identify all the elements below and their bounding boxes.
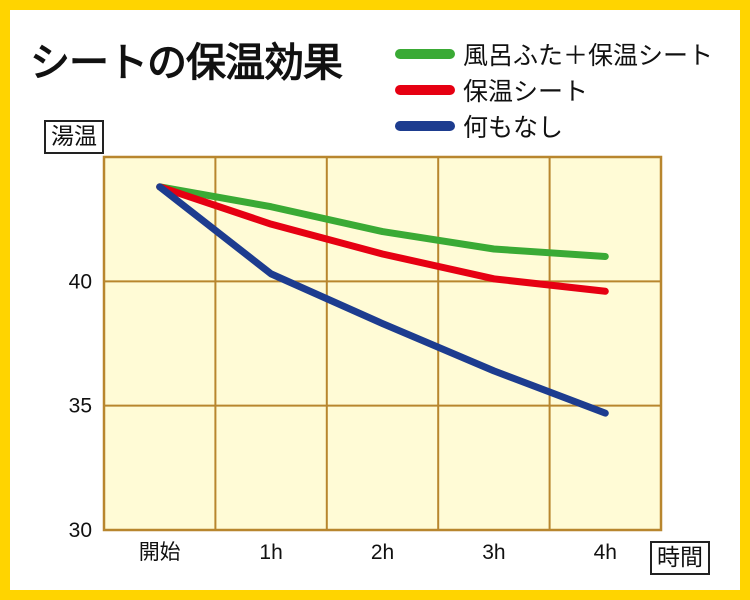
chart-title: シートの保温効果 bbox=[30, 40, 343, 86]
plot-border bbox=[102, 155, 663, 532]
legend-item-0: 風呂ふた＋保温シート bbox=[395, 36, 713, 72]
legend-swatch-0 bbox=[395, 49, 455, 59]
series-line-0 bbox=[156, 183, 609, 260]
chart-legend: 風呂ふた＋保温シート 保温シート 何もなし bbox=[395, 36, 713, 144]
legend-label-1: 保温シート bbox=[463, 77, 589, 106]
legend-item-2: 何もなし bbox=[395, 108, 713, 144]
series-lines bbox=[156, 183, 609, 417]
legend-label-0: 風呂ふた＋保温シート bbox=[463, 41, 714, 70]
y-tick-label: 40 bbox=[69, 270, 92, 293]
x-tick-label: 1h bbox=[259, 541, 282, 564]
axis-ticks: 30 35 40 開始 1h 2h 3h 4h bbox=[69, 270, 617, 564]
x-tick-label: 開始 bbox=[139, 541, 181, 564]
legend-item-1: 保温シート bbox=[395, 72, 713, 108]
series-line-2 bbox=[156, 183, 609, 417]
legend-swatch-2 bbox=[395, 121, 455, 131]
legend-label-2: 何もなし bbox=[463, 113, 564, 142]
x-axis-label: 時間 bbox=[650, 541, 710, 575]
x-tick-label: 4h bbox=[594, 541, 617, 564]
x-tick-label: 3h bbox=[482, 541, 505, 564]
series-line-1 bbox=[156, 183, 609, 295]
legend-swatch-1 bbox=[395, 85, 455, 95]
y-axis-label: 湯温 bbox=[44, 120, 104, 154]
y-tick-label: 30 bbox=[69, 519, 92, 542]
y-tick-label: 35 bbox=[69, 395, 92, 418]
x-tick-label: 2h bbox=[371, 541, 394, 564]
